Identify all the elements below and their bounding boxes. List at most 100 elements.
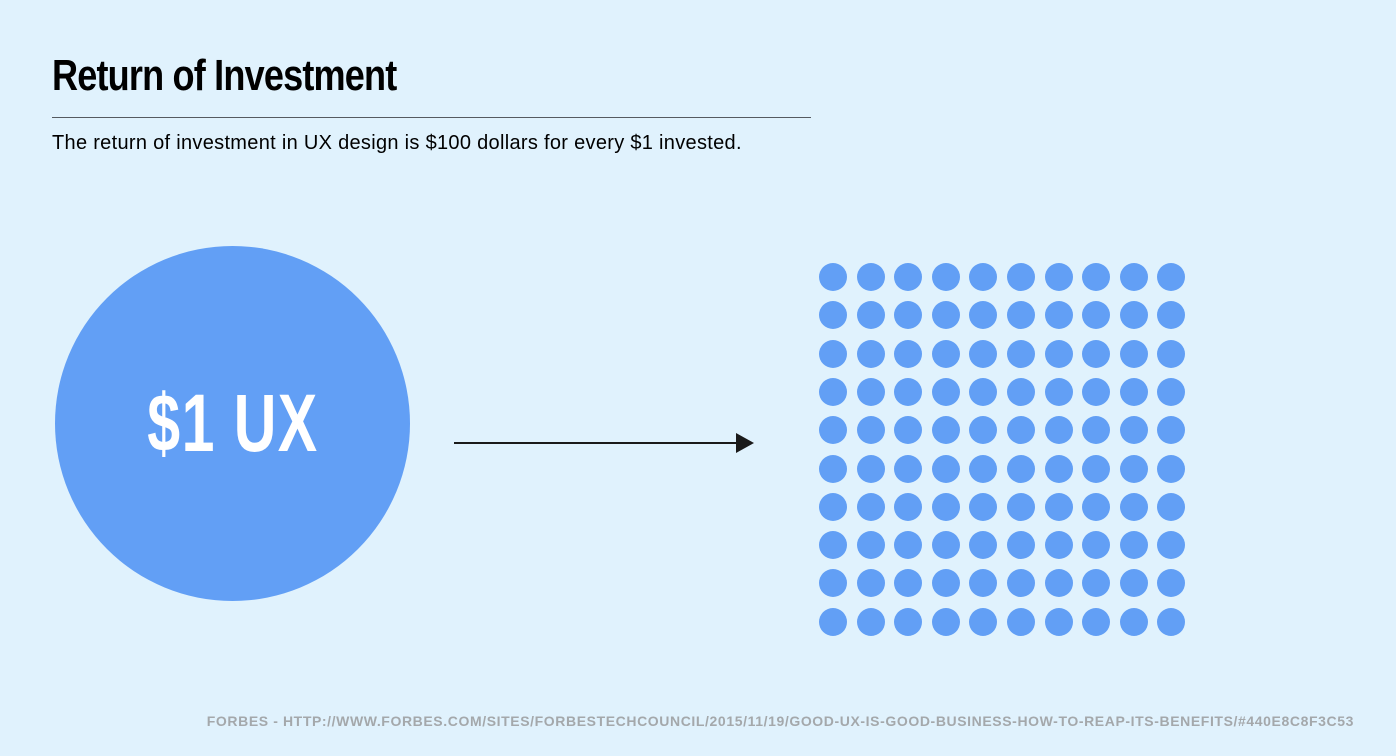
return-dot [969, 454, 998, 483]
return-dot [1082, 263, 1111, 291]
return-dot [1082, 531, 1111, 560]
return-dot [969, 377, 998, 406]
return-dot [894, 377, 923, 406]
return-dot [894, 454, 923, 483]
return-dot [931, 607, 960, 636]
return-dot [1119, 607, 1148, 636]
return-dot [894, 416, 923, 445]
return-dot [1007, 531, 1035, 560]
return-dot [894, 301, 923, 330]
return-dot [1007, 569, 1035, 598]
return-dot [1157, 531, 1186, 560]
return-dot [856, 339, 885, 368]
return-dot [931, 454, 960, 483]
return-dot [969, 301, 998, 330]
return-dot [1044, 377, 1073, 406]
return-dot [1082, 492, 1111, 521]
return-dot [1119, 301, 1148, 330]
return-dot [1044, 607, 1073, 636]
arrow-right-icon [454, 433, 754, 453]
investment-circle: $1 UX [55, 246, 410, 601]
return-dot [931, 416, 960, 445]
return-dot [856, 454, 885, 483]
return-dot [1119, 339, 1148, 368]
return-dot [1007, 607, 1035, 636]
return-dot [1044, 301, 1073, 330]
return-dot [1157, 377, 1186, 406]
return-dot [931, 301, 960, 330]
return-dot [856, 377, 885, 406]
title-divider [52, 117, 811, 118]
return-dot [969, 607, 998, 636]
return-dot [931, 339, 960, 368]
return-dot [819, 492, 847, 521]
return-dot [1157, 569, 1186, 598]
return-dot [1119, 492, 1148, 521]
return-dot [1082, 416, 1111, 445]
return-dot [969, 339, 998, 368]
return-dot [1044, 531, 1073, 560]
return-dot [819, 531, 847, 560]
return-dot [1044, 569, 1073, 598]
return-dot [1007, 339, 1035, 368]
return-dot [819, 607, 847, 636]
return-dot [969, 531, 998, 560]
return-dot [931, 377, 960, 406]
return-dot [969, 569, 998, 598]
return-dot [894, 492, 923, 521]
return-dot [1157, 454, 1186, 483]
return-dot [856, 492, 885, 521]
return-dot [1157, 263, 1186, 291]
return-dot [1157, 301, 1186, 330]
return-dot [1007, 416, 1035, 445]
return-dot [856, 607, 885, 636]
return-dot [969, 492, 998, 521]
return-dot [1044, 454, 1073, 483]
return-dot [1119, 377, 1148, 406]
return-dot [819, 339, 847, 368]
return-dot [1119, 454, 1148, 483]
return-dot [931, 263, 960, 291]
return-dot [819, 377, 847, 406]
return-dot [969, 416, 998, 445]
return-dot [856, 569, 885, 598]
return-dot [1044, 492, 1073, 521]
return-dot [894, 607, 923, 636]
return-dot [894, 263, 923, 291]
return-dot [819, 454, 847, 483]
return-dot [1157, 492, 1186, 521]
arrow-head [736, 433, 754, 453]
return-dot [894, 569, 923, 598]
return-dot [856, 263, 885, 291]
return-dot [1007, 492, 1035, 521]
return-dot [1082, 607, 1111, 636]
page-title: Return of Investment [52, 51, 397, 100]
return-dot [1119, 531, 1148, 560]
return-dot [856, 301, 885, 330]
return-dot [1157, 416, 1186, 445]
return-dot [1044, 263, 1073, 291]
return-dot [819, 416, 847, 445]
return-dot [1157, 607, 1186, 636]
return-dot [931, 492, 960, 521]
return-dot [1007, 301, 1035, 330]
return-dot [969, 263, 998, 291]
return-dot [856, 416, 885, 445]
return-dot [894, 339, 923, 368]
return-dot [1119, 263, 1148, 291]
return-dot [1007, 263, 1035, 291]
return-dot [1119, 569, 1148, 598]
source-citation: FORBES - HTTP://WWW.FORBES.COM/SITES/FOR… [206, 713, 1354, 729]
return-dot [1082, 377, 1111, 406]
return-dot [1119, 416, 1148, 445]
page-subtitle: The return of investment in UX design is… [52, 132, 742, 154]
return-dot [931, 531, 960, 560]
return-dot [1157, 339, 1186, 368]
return-dot [1082, 569, 1111, 598]
return-dot [1007, 377, 1035, 406]
return-dot [819, 301, 847, 330]
return-dot [931, 569, 960, 598]
return-dot [819, 569, 847, 598]
return-dot-grid [819, 263, 1189, 638]
return-dot [894, 531, 923, 560]
